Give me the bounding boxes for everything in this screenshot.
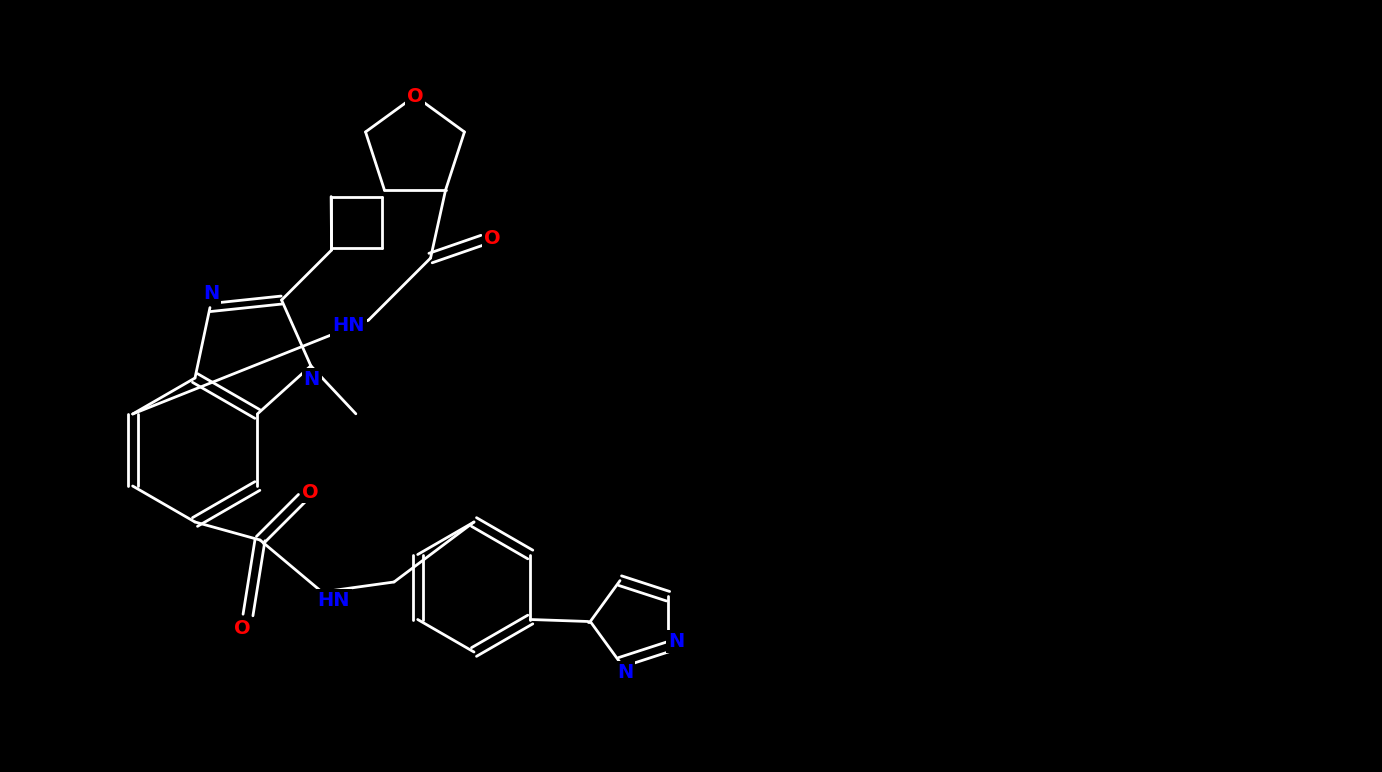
Text: N: N	[616, 663, 633, 682]
Text: O: O	[301, 482, 318, 502]
Text: O: O	[406, 86, 423, 106]
Text: O: O	[484, 229, 500, 248]
Text: HN: HN	[318, 591, 350, 610]
Text: N: N	[203, 284, 220, 303]
Text: N: N	[304, 371, 321, 389]
Text: N: N	[668, 632, 684, 652]
Text: HN: HN	[332, 316, 365, 334]
Text: O: O	[234, 618, 250, 638]
